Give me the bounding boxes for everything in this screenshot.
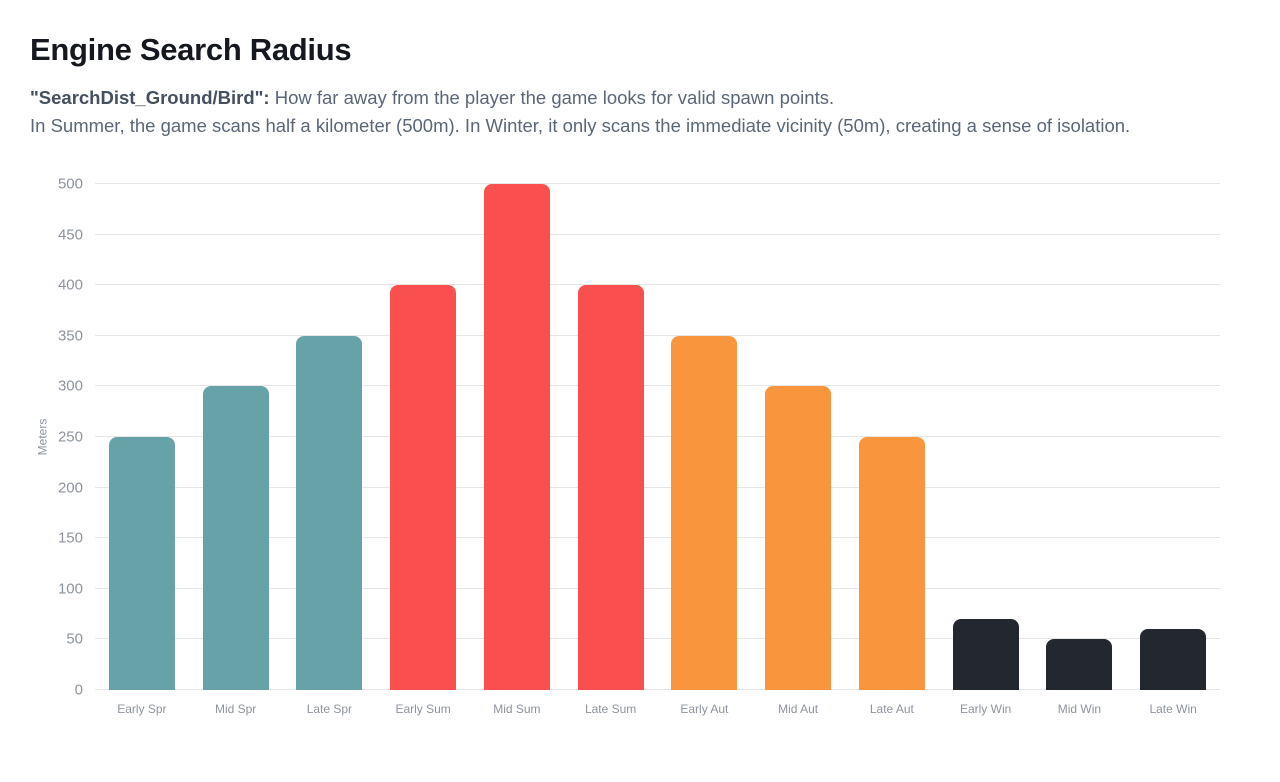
x-tick-mid-sum: Mid Sum [493, 702, 541, 716]
y-tick-150: 150 [57, 529, 83, 547]
bar-slot-late-spr [283, 184, 377, 690]
gridline-0 [95, 689, 1220, 690]
bar-slot-mid-spr [189, 184, 283, 690]
gridline-250 [95, 436, 1220, 437]
x-tick-late-win: Late Win [1149, 702, 1197, 716]
x-tick-mid-aut: Mid Aut [778, 702, 819, 716]
bar-early-sum[interactable] [390, 285, 457, 690]
bar-late-win[interactable] [1140, 629, 1207, 690]
bar-slot-early-aut [658, 184, 752, 690]
bar-late-sum[interactable] [577, 285, 644, 690]
bar-slot-late-aut [845, 184, 939, 690]
bar-late-aut[interactable] [858, 437, 925, 690]
x-tick-mid-spr: Mid Spr [214, 702, 257, 716]
y-tick-350: 350 [57, 327, 83, 345]
x-tick-early-aut: Early Aut [680, 702, 729, 716]
bar-late-spr[interactable] [296, 335, 363, 690]
y-tick-50: 50 [66, 630, 83, 648]
gridline-300 [95, 385, 1220, 387]
bar-early-aut[interactable] [671, 335, 738, 690]
x-tick-late-aut: Late Aut [869, 702, 914, 716]
bar-mid-sum[interactable] [483, 184, 550, 690]
x-tick-late-spr: Late Spr [306, 702, 353, 716]
y-tick-0: 0 [74, 681, 83, 699]
x-axis-labels: Early Spr Mid Spr Late Spr Early Sum Mid Sum… [95, 702, 1220, 716]
y-tick-250: 250 [57, 428, 83, 446]
bar-early-win[interactable] [952, 619, 1019, 690]
y-tick-450: 450 [57, 226, 83, 244]
bar-slot-mid-sum [470, 184, 564, 690]
y-tick-500: 500 [57, 175, 83, 193]
x-tick-early-spr: Early Spr [117, 702, 167, 716]
y-tick-100: 100 [57, 580, 83, 598]
plot-area: 0 50 100 150 200 250 300 350 400 450 500 [58, 177, 1220, 698]
y-tick-400: 400 [57, 276, 83, 294]
gridline-150 [95, 537, 1220, 539]
bar-mid-spr[interactable] [202, 386, 269, 690]
bar-slot-mid-win [1033, 184, 1127, 690]
bar-slot-mid-aut [751, 184, 845, 690]
gridline-350 [95, 334, 1220, 336]
gridline-400 [95, 284, 1220, 286]
bar-slot-late-sum [564, 184, 658, 690]
x-tick-late-sum: Late Sum [584, 702, 637, 716]
description-lead-text: How far away from the player the game lo… [269, 87, 835, 108]
gridline-50 [95, 638, 1220, 640]
bar-slot-early-sum [376, 184, 470, 690]
bars-container [95, 184, 1220, 690]
gridline-100 [95, 587, 1220, 589]
page: Engine Search Radius "SearchDist_Ground/… [30, 32, 1250, 716]
page-title: Engine Search Radius [30, 32, 352, 67]
bar-mid-win[interactable] [1046, 639, 1113, 690]
x-tick-early-win: Early Win [959, 702, 1012, 716]
bar-slot-late-win [1126, 184, 1220, 690]
description-parameter-name: "SearchDist_Ground/Bird": [30, 87, 270, 108]
y-axis-title-label: Meters [35, 418, 49, 456]
description-detail-text: In Summer, the game scans half a kilomet… [30, 115, 1131, 136]
gridline-200 [95, 486, 1220, 488]
y-tick-300: 300 [57, 377, 83, 395]
y-axis-title: Meters [32, 184, 52, 690]
chart-description: "SearchDist_Ground/Bird": How far away f… [30, 84, 1250, 140]
gridline-450 [95, 233, 1220, 235]
bar-slot-early-spr [95, 184, 189, 690]
y-tick-200: 200 [57, 479, 83, 497]
bar-slot-early-win [939, 184, 1033, 690]
bar-chart: Meters 0 50 100 150 200 250 300 350 400 450 500 Ea… [30, 177, 1250, 716]
gridline-500 [95, 183, 1220, 184]
x-tick-mid-win: Mid Win [1057, 702, 1102, 716]
x-tick-early-sum: Early Sum [395, 702, 451, 716]
bar-early-spr[interactable] [108, 437, 175, 690]
bar-mid-aut[interactable] [765, 386, 832, 690]
